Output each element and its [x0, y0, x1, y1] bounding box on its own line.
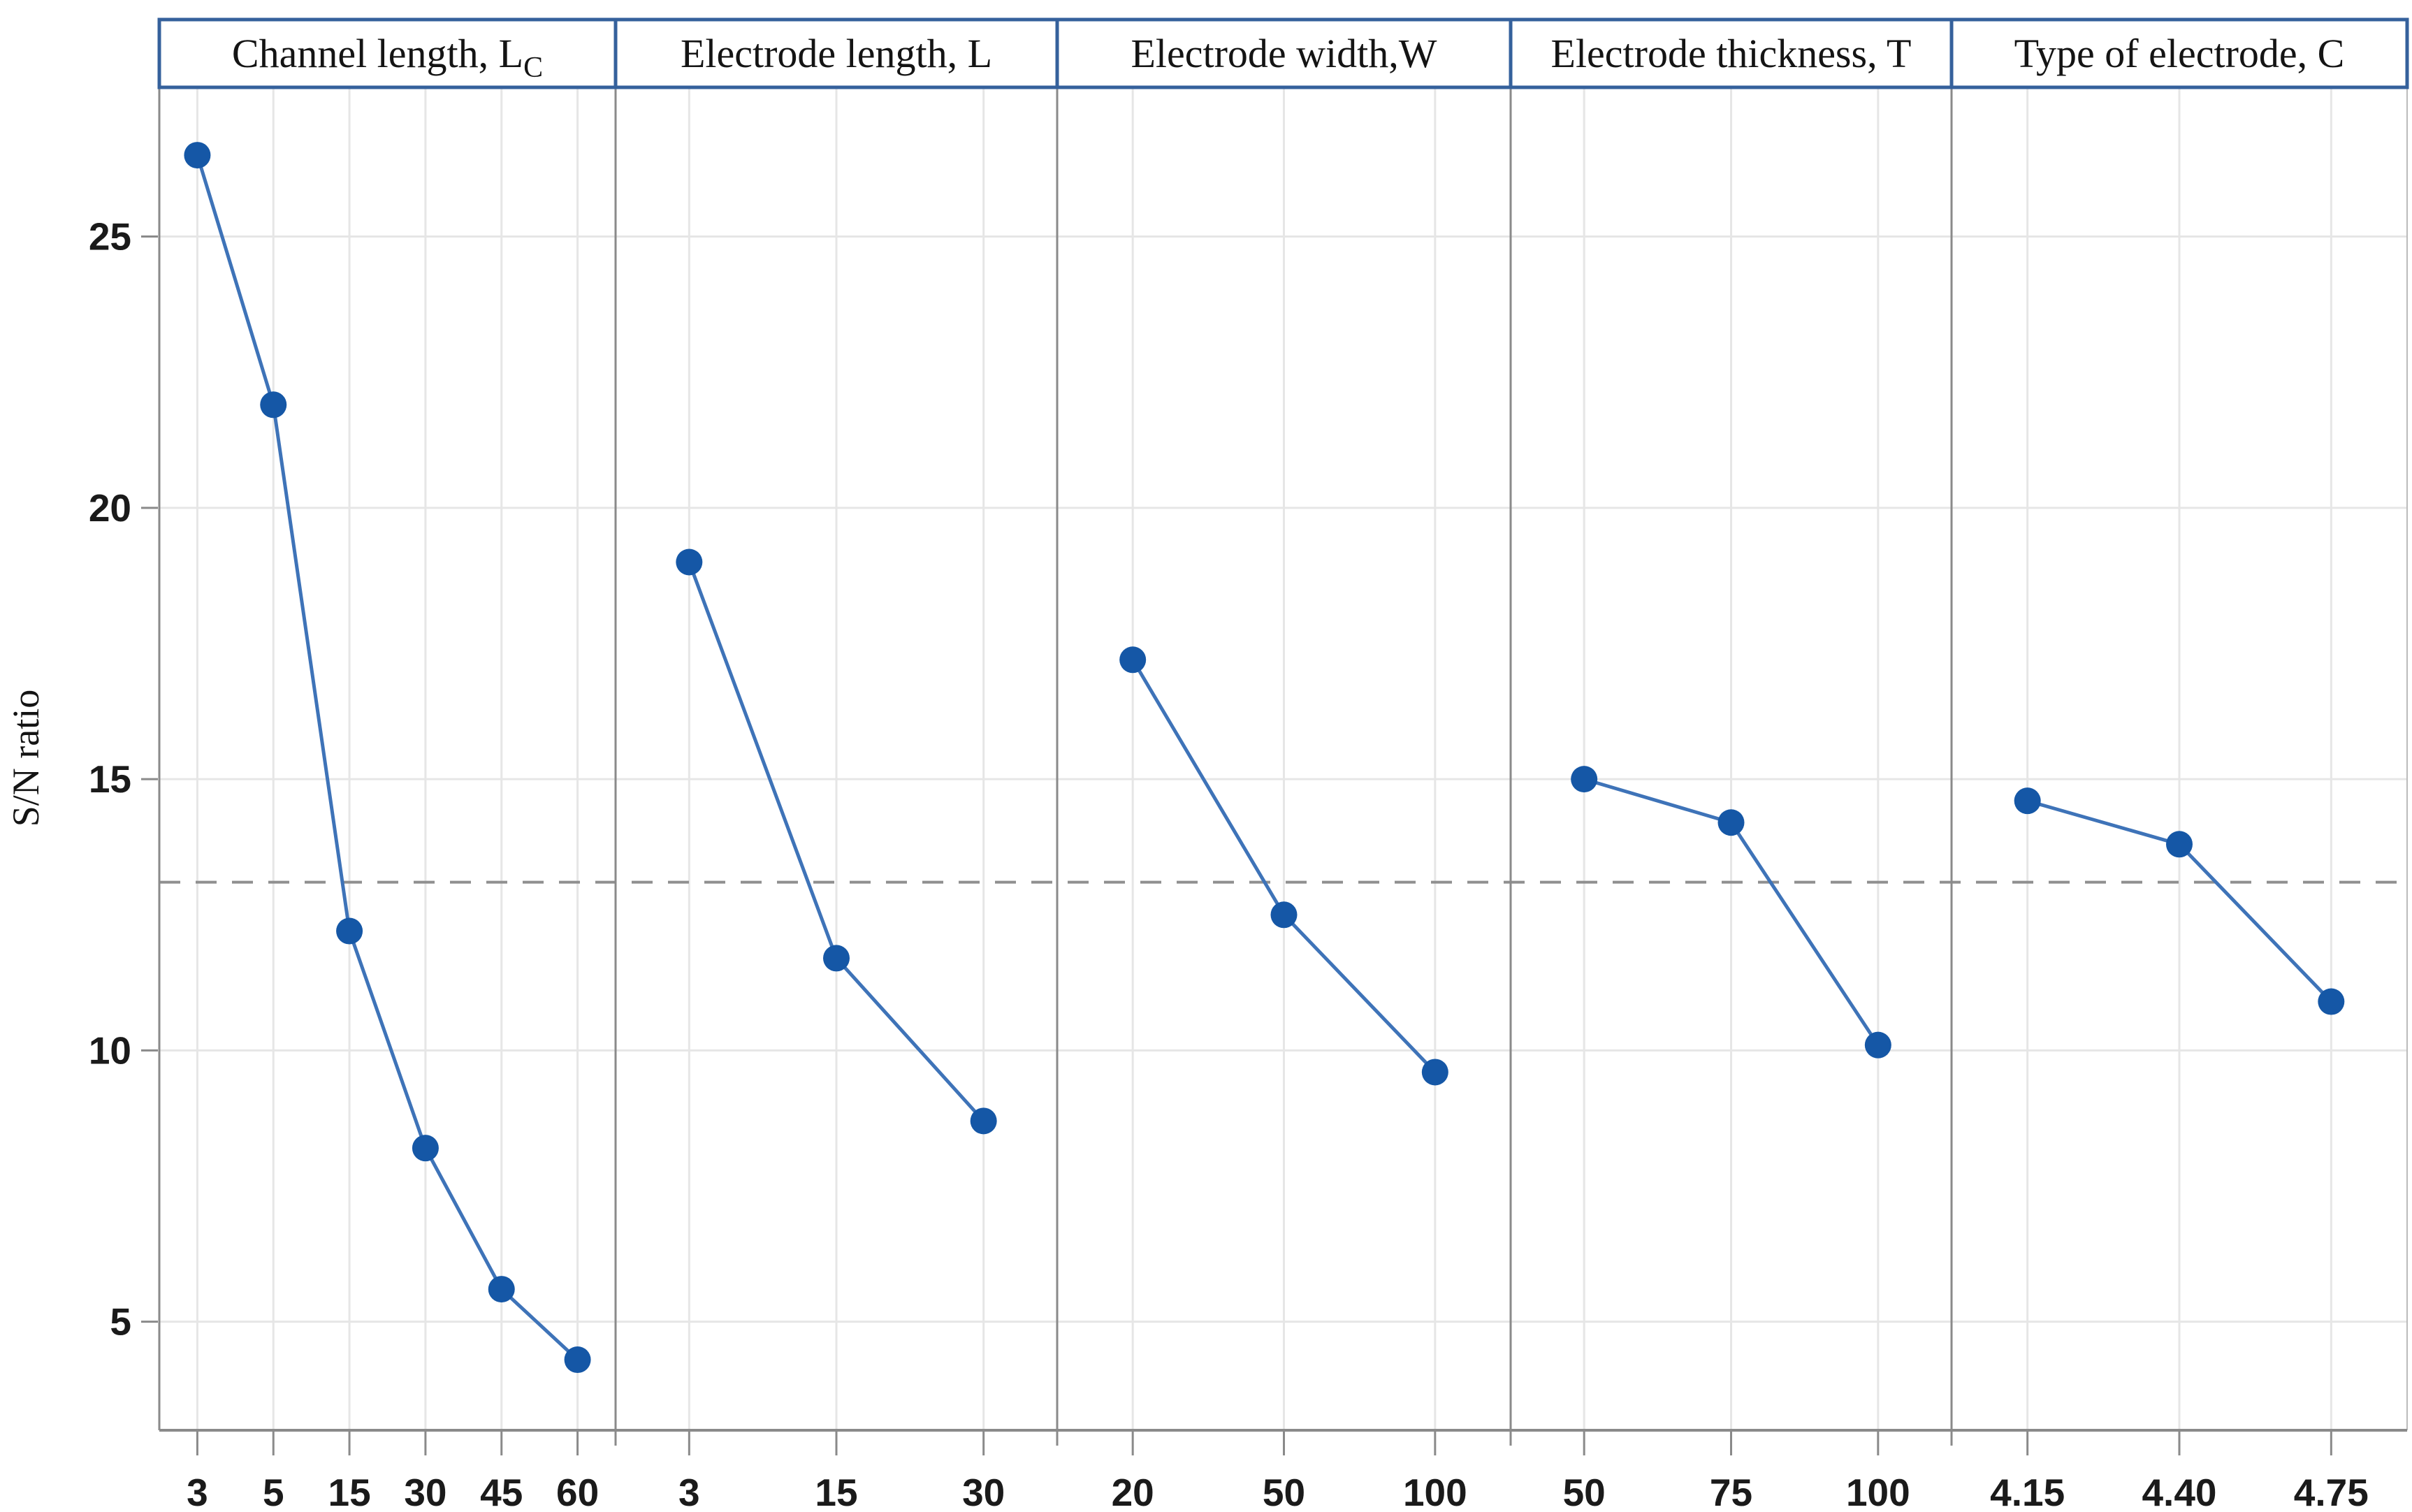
data-point-marker	[1421, 1059, 1448, 1086]
y-tick-label: 10	[89, 1028, 131, 1072]
y-axis-title: S/N ratio	[5, 690, 47, 827]
x-tick-label: 5	[263, 1471, 284, 1512]
x-tick-label: 60	[556, 1471, 599, 1512]
x-tick-label: 3	[678, 1471, 700, 1512]
y-tick-label: 5	[110, 1300, 131, 1344]
data-point-marker	[260, 391, 287, 419]
data-point-marker	[1571, 766, 1598, 793]
grid-layer	[159, 87, 2407, 1430]
panel-header-box	[1509, 17, 1954, 89]
x-tick-label: 15	[815, 1471, 857, 1512]
axis-layer: 5 10 15 20 25 3 5 15 30 45 60 3 15 30 20 50 100 50 75 100 4.…	[89, 215, 2369, 1512]
x-tick-label: 3	[187, 1471, 208, 1512]
x-tick-label: 100	[1403, 1471, 1467, 1512]
panel-series	[676, 548, 997, 1135]
data-point-marker	[2014, 787, 2041, 815]
y-tick-label: 20	[89, 486, 131, 530]
series-line	[196, 154, 579, 1361]
x-tick-label: 50	[1263, 1471, 1305, 1512]
data-point-marker	[1717, 809, 1745, 836]
data-point-marker	[2318, 988, 2345, 1015]
x-tick-label: 45	[480, 1471, 523, 1512]
panel-series	[1571, 766, 1891, 1059]
y-tick-label: 15	[89, 757, 131, 801]
data-point-marker	[184, 142, 211, 169]
data-point-marker	[488, 1276, 515, 1303]
panel-header-box	[1949, 17, 2409, 89]
x-tick-label: 4.75	[2294, 1471, 2369, 1512]
x-tick-label: 100	[1846, 1471, 1910, 1512]
panel-series	[1119, 646, 1448, 1086]
x-tick-label: 75	[1710, 1471, 1752, 1512]
panel-header-label: Channel length, LC	[232, 31, 543, 84]
panel-header-row: Channel length, LC Electrode length, L Ele…	[157, 17, 2409, 89]
panel-series	[184, 142, 591, 1374]
data-point-marker	[564, 1346, 591, 1374]
panel-header-label: Type of electrode, C	[2014, 31, 2345, 76]
panel-header-box	[613, 17, 1059, 89]
panel-header-label: Electrode thickness, T	[1551, 31, 1912, 76]
data-point-marker	[970, 1107, 997, 1135]
panel-series	[2014, 787, 2345, 1015]
data-point-marker	[412, 1135, 439, 1162]
x-tick-label: 4.40	[2142, 1471, 2216, 1512]
x-tick-label: 30	[962, 1471, 1005, 1512]
panel-header-label: Electrode length, L	[681, 31, 992, 76]
data-point-marker	[1270, 901, 1298, 929]
y-tick-label: 25	[89, 215, 131, 259]
data-point-marker	[676, 548, 703, 576]
x-tick-label: 4.15	[1990, 1471, 2065, 1512]
panel-header-label: Electrode width,W	[1131, 31, 1437, 76]
x-tick-label: 30	[404, 1471, 446, 1512]
x-tick-label: 15	[328, 1471, 370, 1512]
panel-header-box	[1055, 17, 1513, 89]
data-point-marker	[336, 917, 363, 945]
panel-header-box	[157, 17, 618, 89]
x-tick-label: 20	[1112, 1471, 1154, 1512]
data-point-marker	[2166, 831, 2193, 858]
data-point-marker	[823, 945, 850, 972]
series-layer	[184, 142, 2345, 1374]
x-tick-label: 50	[1563, 1471, 1606, 1512]
data-point-marker	[1119, 646, 1147, 674]
data-point-marker	[1864, 1031, 1891, 1059]
